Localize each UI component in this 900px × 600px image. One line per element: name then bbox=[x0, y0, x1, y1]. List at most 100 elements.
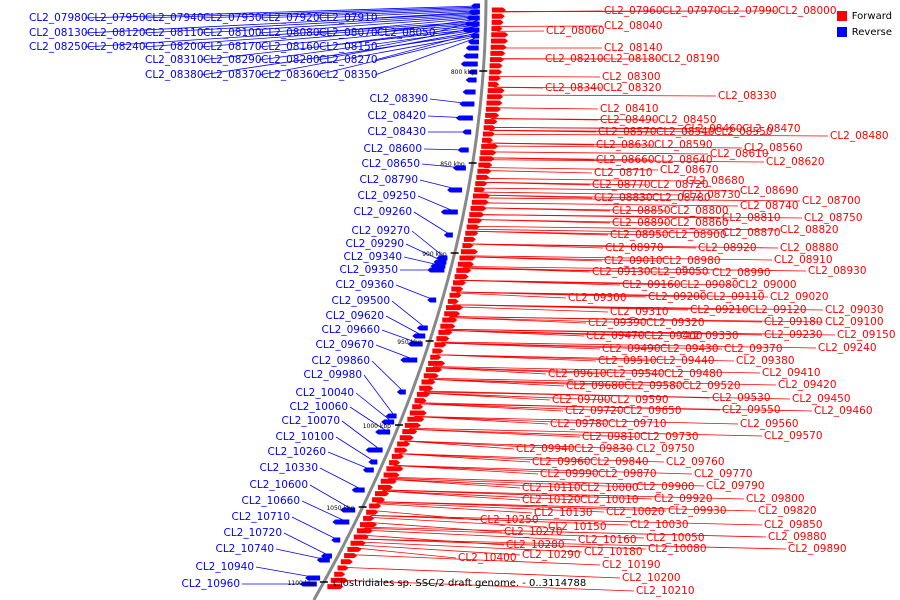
reverse-gene-arrow bbox=[351, 487, 365, 493]
forward-gene-label: CL2_10080 bbox=[648, 543, 707, 555]
leader-line bbox=[376, 502, 605, 513]
forward-gene-label: CL2_09510 bbox=[598, 355, 657, 367]
reverse-gene-arrow bbox=[400, 357, 418, 363]
leader-line bbox=[377, 501, 757, 512]
leader-line bbox=[200, 23, 478, 48]
leader-line bbox=[364, 526, 767, 538]
forward-gene-arrow bbox=[421, 379, 436, 385]
forward-gene-label: CL2_09530 bbox=[712, 392, 771, 404]
forward-gene-arrow bbox=[432, 348, 444, 354]
reverse-gene-arrow bbox=[462, 89, 476, 95]
reverse-gene-arrow bbox=[299, 581, 317, 587]
leader-line bbox=[358, 538, 787, 550]
forward-gene-label: CL2_09650 bbox=[623, 405, 682, 417]
forward-gene-arrow bbox=[327, 584, 344, 590]
leader-line bbox=[341, 420, 381, 451]
reverse-gene-label: CL2_09340 bbox=[343, 251, 402, 263]
leader-line bbox=[363, 374, 395, 417]
forward-swatch bbox=[836, 11, 847, 21]
reverse-gene-arrow bbox=[464, 21, 480, 27]
reverse-gene-label: CL2_10740 bbox=[215, 543, 274, 555]
kbp-tick-label: 1000 kbp bbox=[363, 423, 391, 430]
leader-line bbox=[489, 126, 741, 130]
reverse-gene-label: CL2_09670 bbox=[315, 339, 374, 351]
forward-gene-label: CL2_09680 bbox=[566, 380, 625, 392]
leader-line bbox=[483, 170, 593, 174]
forward-gene-label: CL2_08570 bbox=[598, 126, 657, 138]
forward-gene-label: CL2_09160 bbox=[622, 279, 681, 291]
leader-line bbox=[491, 107, 599, 110]
reverse-gene-label: CL2_09350 bbox=[339, 264, 398, 276]
leader-line bbox=[258, 34, 478, 76]
forward-gene-label: CL2_09400 bbox=[644, 330, 703, 342]
legend: Forward Reverse bbox=[836, 8, 892, 40]
forward-gene-label: CL2_09750 bbox=[636, 443, 695, 455]
reverse-gene-arrow bbox=[433, 259, 447, 265]
forward-gene-label: CL2_09960 bbox=[532, 456, 591, 468]
forward-gene-arrow bbox=[462, 243, 474, 249]
forward-gene-arrow bbox=[380, 478, 397, 484]
genome-caption: Clostridiales sp. SSC/2 draft genome. - … bbox=[333, 578, 587, 589]
leader-line bbox=[472, 228, 721, 234]
forward-gene-label: CL2_10150 bbox=[548, 521, 607, 533]
forward-gene-arrow bbox=[475, 181, 488, 187]
forward-gene-label: CL2_08590 bbox=[654, 139, 713, 151]
forward-gene-label: CL2_08950 bbox=[610, 229, 669, 241]
reverse-gene-arrow bbox=[465, 77, 477, 83]
leader-line bbox=[493, 94, 717, 97]
forward-gene-label: CL2_08720 bbox=[650, 179, 709, 191]
forward-gene-label: CL2_09570 bbox=[764, 430, 823, 442]
reverse-gene-label: CL2_10060 bbox=[289, 401, 348, 413]
reverse-gene-label: CL2_10070 bbox=[281, 415, 340, 427]
reverse-gene-label: CL2_08270 bbox=[319, 54, 378, 66]
reverse-gene-arrow bbox=[463, 53, 479, 59]
forward-gene-label: CL2_09120 bbox=[748, 304, 807, 316]
reverse-gene-label: CL2_10040 bbox=[295, 387, 354, 399]
reverse-gene-label: CL2_08120 bbox=[87, 27, 146, 39]
reverse-swatch bbox=[836, 27, 847, 37]
forward-gene-arrow bbox=[489, 69, 503, 75]
leader-line bbox=[374, 11, 478, 19]
reverse-gene-arrow bbox=[430, 263, 446, 269]
reverse-gene-label: CL2_08100 bbox=[203, 27, 262, 39]
kbp-tick-label: 1050 kbp bbox=[326, 505, 354, 512]
reverse-gene-label: CL2_07950 bbox=[87, 12, 146, 24]
forward-gene-label: CL2_09230 bbox=[764, 329, 823, 341]
forward-gene-label: CL2_09610 bbox=[548, 368, 607, 380]
forward-gene-arrow bbox=[480, 150, 497, 156]
leader-line bbox=[486, 151, 709, 155]
forward-gene-label: CL2_08730 bbox=[682, 189, 741, 201]
leader-line bbox=[428, 378, 681, 387]
forward-gene-arrow bbox=[452, 280, 466, 286]
forward-gene-label: CL2_09590 bbox=[610, 394, 669, 406]
leader-line bbox=[349, 406, 389, 433]
forward-gene-label: CL2_09410 bbox=[762, 367, 821, 379]
forward-gene-label: CL2_10110 bbox=[522, 482, 581, 494]
forward-gene-label: CL2_08750 bbox=[804, 212, 863, 224]
forward-gene-label: CL2_09720 bbox=[565, 405, 624, 417]
reverse-gene-arrow bbox=[331, 537, 341, 543]
reverse-gene-label: CL2_09980 bbox=[303, 369, 362, 381]
forward-gene-arrow bbox=[402, 429, 418, 435]
forward-gene-arrow bbox=[344, 553, 358, 559]
forward-gene-arrow bbox=[479, 156, 495, 162]
leader-line bbox=[388, 477, 635, 488]
forward-gene-label: CL2_08640 bbox=[654, 154, 713, 166]
leader-line bbox=[355, 392, 393, 423]
forward-gene-label: CL2_09080 bbox=[680, 279, 739, 291]
leader-line bbox=[370, 515, 763, 526]
reverse-gene-label: CL2_10710 bbox=[231, 511, 290, 523]
forward-gene-label: CL2_09130 bbox=[592, 266, 651, 278]
reverse-gene-label: CL2_07930 bbox=[203, 12, 262, 24]
forward-gene-arrow bbox=[463, 236, 476, 242]
forward-gene-label: CL2_08550 bbox=[714, 126, 773, 138]
forward-gene-label: CL2_08210 bbox=[545, 53, 604, 65]
reverse-gene-arrow bbox=[443, 232, 453, 238]
forward-gene-arrow bbox=[440, 323, 456, 329]
forward-gene-label: CL2_09870 bbox=[598, 468, 657, 480]
forward-gene-arrow bbox=[491, 19, 504, 25]
leader-line bbox=[398, 453, 531, 463]
forward-gene-label: CL2_09320 bbox=[646, 317, 705, 329]
forward-gene-arrow bbox=[419, 385, 434, 391]
